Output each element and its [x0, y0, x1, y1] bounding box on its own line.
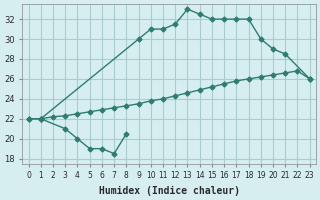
X-axis label: Humidex (Indice chaleur): Humidex (Indice chaleur)	[99, 186, 240, 196]
